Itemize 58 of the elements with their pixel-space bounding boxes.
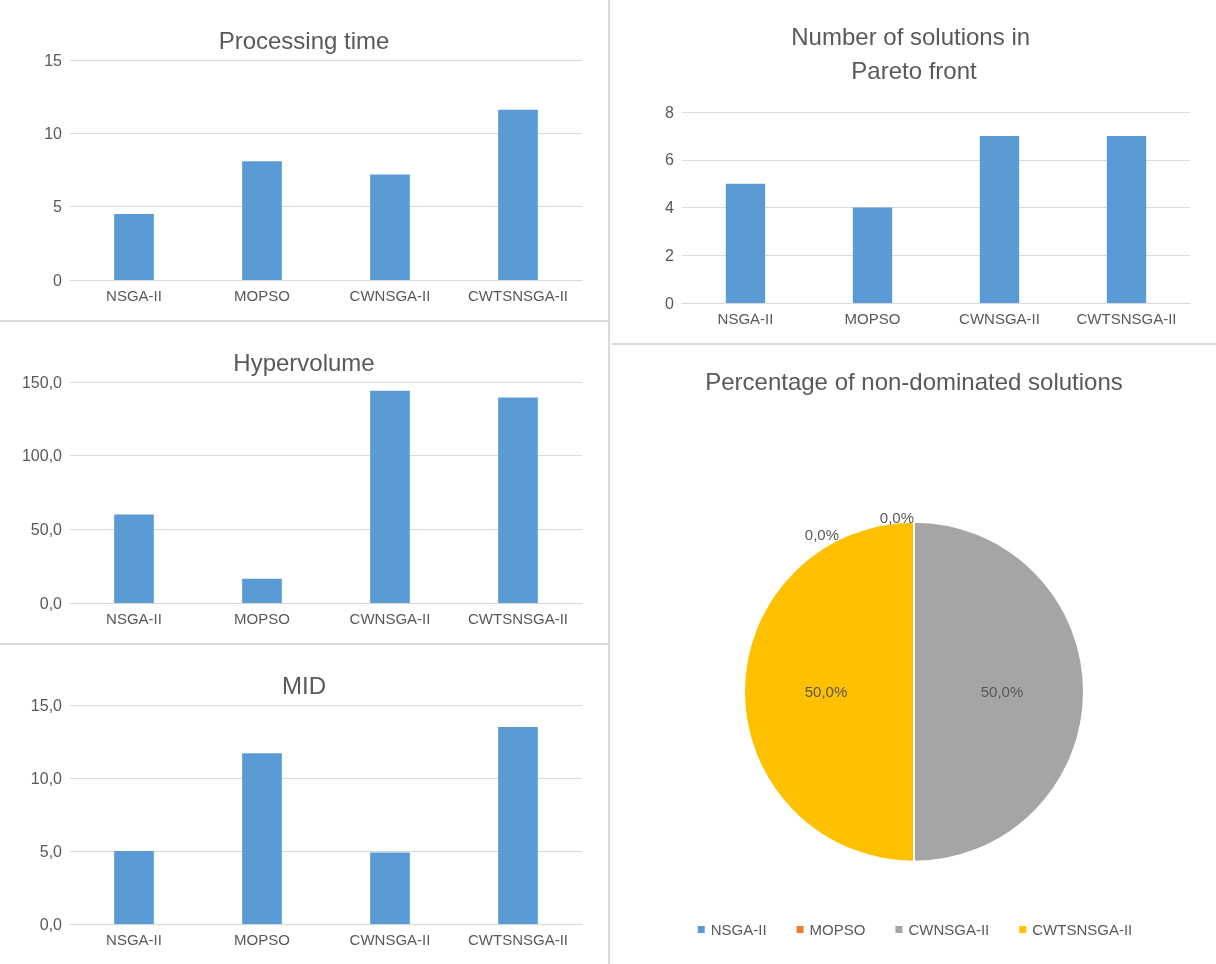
- x-tick-label: CWTSNSGA-II: [1076, 310, 1177, 327]
- text: 0,0%: [879, 509, 914, 527]
- bar: [370, 852, 410, 924]
- y-tick-label: 50,0: [30, 520, 63, 538]
- x-tick-label: CWNSGA-II: [349, 287, 431, 304]
- bar: [242, 161, 282, 280]
- bar: [242, 753, 282, 924]
- x-tick-label: CWNSGA-II: [959, 310, 1040, 327]
- y-tick-label: 10: [44, 124, 63, 142]
- chart-title: Hypervolume: [233, 348, 375, 376]
- y-tick-label: 150,0: [21, 373, 63, 391]
- x-tick-label: NSGA-II: [717, 310, 774, 327]
- bar: [498, 397, 538, 603]
- text: 0,0%: [804, 526, 839, 544]
- y-tick-label: 0: [53, 271, 63, 289]
- x-tick-label: MOPSO: [234, 610, 290, 627]
- y-tick-label: 2: [665, 246, 675, 264]
- bar: [1106, 135, 1147, 303]
- y-tick-label: 0,0: [39, 594, 63, 612]
- y-tick-label: 10,0: [30, 769, 63, 787]
- bar: [370, 390, 410, 603]
- data-label: 50,0%: [980, 683, 1024, 701]
- x-tick-label: CWTSNSGA-II: [468, 610, 568, 627]
- chart-title: Processing time: [218, 26, 390, 54]
- y-tick-label: 15,0: [30, 696, 63, 714]
- chart-title: Number of solutions in Pareto front: [791, 22, 1037, 84]
- bar: [852, 207, 893, 303]
- y-tick-label: 5,0: [39, 842, 63, 860]
- x-tick-label: NSGA-II: [106, 287, 162, 304]
- x-tick-label: CWTSNSGA-II: [468, 287, 568, 304]
- bar: [114, 514, 154, 603]
- bar: [370, 174, 410, 280]
- chart-title: MID: [282, 671, 326, 699]
- x-tick-label: NSGA-II: [106, 931, 162, 948]
- x-tick-label: CWTSNSGA-II: [468, 931, 568, 948]
- y-tick-label: 0,0: [39, 915, 63, 933]
- x-tick-label: CWNSGA-II: [349, 931, 431, 948]
- bar: [114, 214, 154, 280]
- x-tick-label: MOPSO: [234, 287, 290, 304]
- y-tick-label: 4: [665, 199, 675, 216]
- y-tick-label: 15: [44, 51, 63, 69]
- y-tick-label: 8: [665, 103, 675, 121]
- bar: [725, 183, 766, 303]
- y-tick-label: 5: [53, 198, 63, 216]
- x-tick-label: NSGA-II: [106, 610, 162, 627]
- x-tick-label: MOPSO: [234, 931, 290, 948]
- y-tick-label: 0: [665, 294, 675, 312]
- data-label: 50,0%: [804, 683, 848, 701]
- chart-title: Percentage of non-dominated solutions: [705, 367, 1123, 395]
- bar: [114, 851, 154, 924]
- y-tick-label: 6: [665, 151, 675, 169]
- x-tick-label: CWNSGA-II: [349, 610, 431, 627]
- x-tick-label: MOPSO: [844, 310, 901, 327]
- bar: [498, 109, 538, 280]
- y-tick-label: 100,0: [21, 447, 63, 465]
- bar: [979, 135, 1020, 303]
- bar: [498, 726, 538, 924]
- bar: [242, 578, 282, 603]
